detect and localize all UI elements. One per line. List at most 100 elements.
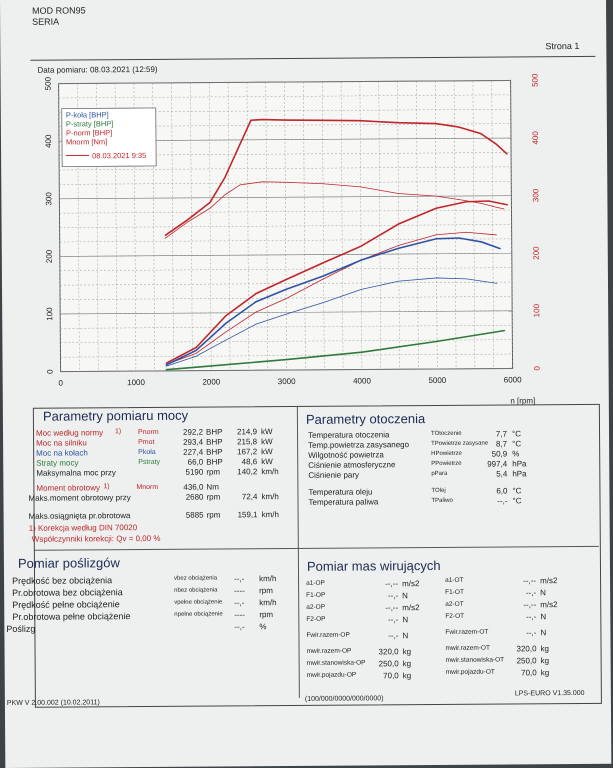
grid-line-v (453, 80, 457, 369)
masy-left-symbol: mwir.razem-OP (306, 647, 352, 655)
data-point (209, 207, 211, 209)
masy-right-value: --,-- (523, 600, 537, 610)
otoczenie-row-symbol: PPowietrze (431, 460, 462, 468)
masy-right-unit: kg (540, 668, 550, 678)
masy-left-value: 320,0 (378, 647, 399, 657)
moc-row-value1: 227,4 (183, 447, 204, 457)
data-point (436, 340, 438, 342)
grid-line-major (58, 80, 511, 84)
korekcja-note: 1) Korekcja według DIN 70020 (28, 523, 138, 533)
moment-at-label: Maks.moment obrotowy przy (28, 493, 131, 503)
max-rpm-speed: 159,1 (237, 510, 258, 520)
data-point (250, 119, 252, 121)
section-title-masy: Pomiar mas wirujących (306, 557, 441, 574)
masy-right-value: --,- (526, 628, 537, 638)
moc-row-label: Moc na kołach (36, 448, 88, 458)
masy-left-symbol: mwir.stanowiska-OP (306, 659, 366, 667)
x-tick-label: 5000 (428, 376, 446, 385)
data-point (209, 201, 211, 203)
moment-at-speed-unit: km/h (261, 492, 279, 502)
y-right-tick-label: 500 (531, 73, 540, 87)
y-left-tick-label: 400 (44, 134, 53, 148)
moc-row-symbol: Pstraty (138, 458, 161, 467)
poslizg-row-unit: rpm (259, 586, 273, 596)
data-point (458, 237, 460, 239)
otoczenie-row-unit: hPa (512, 469, 527, 479)
poslizg-row-label: Poślizg (6, 623, 36, 634)
y-left-tick-label: 500 (44, 76, 53, 90)
data-point (195, 350, 197, 351)
grid-line-h (60, 339, 513, 344)
data-point (323, 301, 325, 303)
data-point (262, 181, 264, 183)
data-point (165, 362, 167, 364)
data-point (164, 237, 166, 239)
data-point (435, 195, 437, 197)
moc-row-unit2: kW (261, 447, 273, 457)
grid-line-v (190, 82, 193, 371)
moment-at-rpm-unit: rpm (206, 492, 221, 502)
otoczenie-row-label: Wilgotność powietrza (308, 450, 384, 460)
data-point (506, 153, 508, 155)
moc-row-value1: 66,0 (187, 457, 204, 467)
grid-line-v (265, 82, 269, 371)
otoczenie-row-symbol: HPowietrze (431, 450, 462, 458)
data-point (255, 293, 257, 295)
series-line (166, 329, 505, 371)
data-point (255, 301, 257, 303)
otoczenie-row-label: Ciśnienie pary (308, 470, 360, 480)
otoczenie-row-label: Ciśnienie atmosferyczne (308, 460, 396, 470)
chart-series (164, 118, 509, 371)
x-tick-label: 1000 (127, 378, 145, 387)
y-left-tick-label: 0 (46, 369, 55, 374)
otoczenie-row-symbol: TPaliwo (431, 497, 453, 504)
otoczenie-row-value: 8,7 (495, 439, 508, 449)
moc-row-symbol: Pnorm (137, 428, 159, 437)
x-tick-label: 0 (58, 379, 63, 388)
series-line (165, 200, 508, 365)
y-left-tick-label: 300 (44, 192, 53, 206)
grid-line-h (59, 180, 512, 185)
masy-left-symbol: a1-OP (306, 579, 325, 587)
data-point (480, 133, 482, 135)
moc-row-unit1: rpm (206, 467, 221, 477)
otoczenie-row-unit: % (512, 449, 520, 459)
moment-at-speed: 72,4 (241, 492, 258, 502)
masy-right-symbol: F1-OT (445, 588, 464, 596)
moc-row-label: Straty mocy (36, 458, 79, 468)
masy-right-unit: N (540, 612, 547, 622)
otoczenie-row-symbol: pPara (431, 470, 448, 478)
x-tick-label: 2000 (202, 377, 220, 386)
moment-symbol: Mnorm (136, 483, 159, 492)
data-point (466, 231, 467, 233)
data-point (286, 359, 287, 361)
y-right-tick-label: 0 (533, 365, 542, 370)
moment-label: Moment obrotowy (36, 483, 101, 493)
masy-right-symbol: Fwir.razem-OT (445, 628, 489, 636)
data-point (255, 311, 257, 313)
data-point (255, 323, 257, 325)
masy-left-unit: m/s2 (402, 603, 420, 613)
data-point (261, 119, 263, 121)
masy-right-unit: m/s2 (540, 576, 558, 586)
masy-left-value: --,- (387, 591, 399, 601)
masy-left-symbol: F2-OP (306, 615, 326, 623)
x-tick-label: 6000 (504, 375, 522, 384)
data-point (195, 347, 197, 348)
data-point (360, 289, 362, 290)
data-point (284, 181, 286, 183)
legend-run-label: 08.03.2021 9:35 (92, 151, 146, 160)
otoczenie-row-unit: °C (512, 486, 522, 496)
otoczenie-row-value: 6,0 (496, 486, 508, 496)
data-point (503, 208, 505, 210)
max-rpm-unit: rpm (206, 510, 221, 520)
chart-grid (58, 79, 514, 373)
masy-left-unit: kg (402, 647, 412, 657)
poslizg-row-symbol: vpełne obciążenie (174, 599, 223, 606)
masy-left-symbol: F1-OP (306, 591, 326, 599)
masy-left-symbol: a2-OP (306, 603, 326, 611)
data-point (495, 143, 497, 145)
data-point (481, 241, 482, 243)
data-point (224, 194, 226, 196)
